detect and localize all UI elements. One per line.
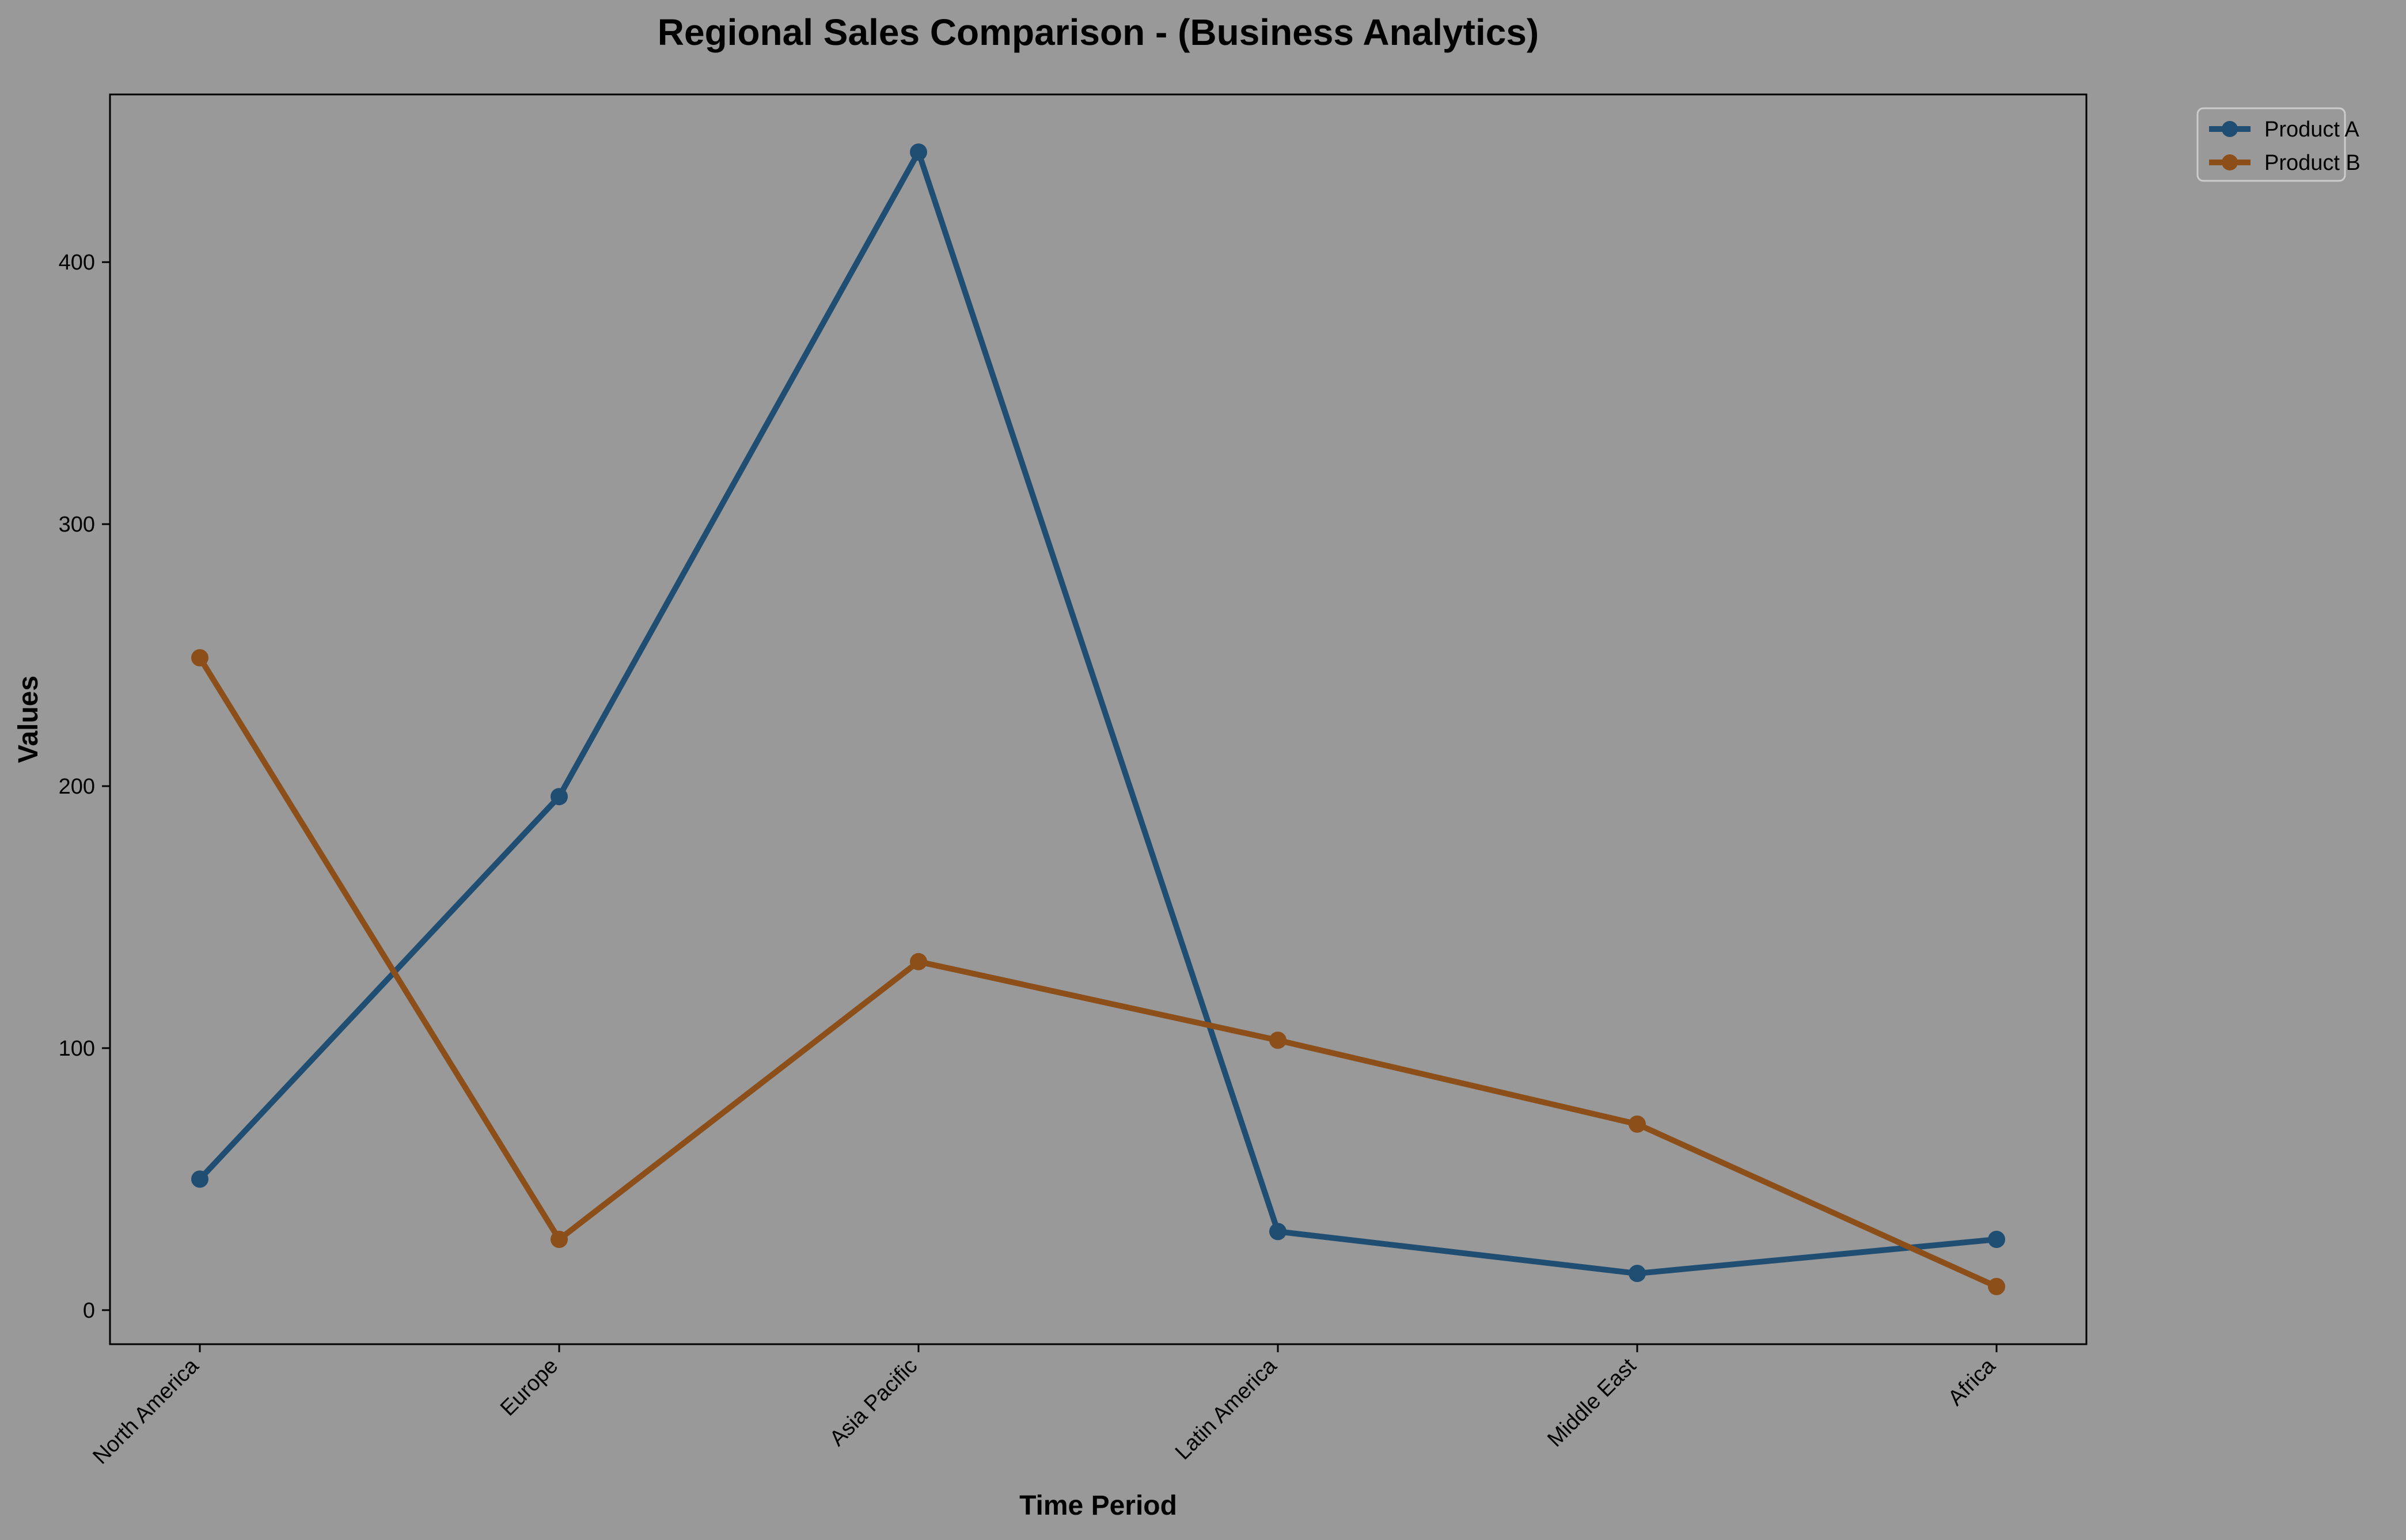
series-group — [191, 649, 2005, 1295]
legend-entry-label: Product B — [2264, 151, 2361, 175]
series-line — [197, 149, 1999, 1277]
data-point — [1988, 1277, 2005, 1295]
legend: Product A Product B — [2196, 107, 2361, 182]
y-tick-label: 0 — [83, 1299, 95, 1323]
data-point — [1629, 1265, 1646, 1283]
series-group — [191, 143, 2005, 1283]
x-axis: North America Europe Asia Pacific Latin Ame… — [88, 1344, 2001, 1469]
x-tick-label: Middle East — [1543, 1353, 1641, 1451]
data-point — [910, 953, 927, 970]
data-point — [1269, 1031, 1287, 1049]
y-tick-label: 200 — [59, 775, 95, 799]
legend-entry-label: Product A — [2264, 117, 2359, 142]
legend-swatch-marker — [2222, 121, 2238, 137]
x-tick-label: Europe — [496, 1354, 563, 1421]
x-tick-label: Latin America — [1171, 1353, 1282, 1465]
data-point — [551, 788, 568, 806]
data-point — [551, 1231, 568, 1249]
legend-swatch-marker — [2222, 154, 2238, 170]
x-tick-label: North America — [88, 1353, 204, 1469]
y-tick-label: 100 — [59, 1037, 95, 1061]
data-point — [1988, 1231, 2005, 1249]
data-point — [191, 649, 208, 667]
y-tick-label: 400 — [59, 251, 95, 275]
y-tick-label: 300 — [59, 513, 95, 537]
y-axis-label: Values — [13, 676, 44, 763]
chart-title: Regional Sales Comparison - (Business An… — [658, 12, 1539, 53]
y-axis: 0 100 200 300 400 — [59, 251, 110, 1323]
data-point — [1629, 1115, 1646, 1133]
data-point — [191, 1170, 208, 1188]
data-point — [1269, 1223, 1287, 1241]
data-point — [910, 143, 927, 161]
x-axis-label: Time Period — [1019, 1490, 1177, 1521]
plot-area — [109, 93, 2088, 1345]
x-tick-label: Asia Pacific — [825, 1354, 923, 1451]
x-tick-label: Africa — [1944, 1353, 2001, 1410]
series-line — [197, 655, 1999, 1289]
series-layer — [191, 143, 2005, 1295]
